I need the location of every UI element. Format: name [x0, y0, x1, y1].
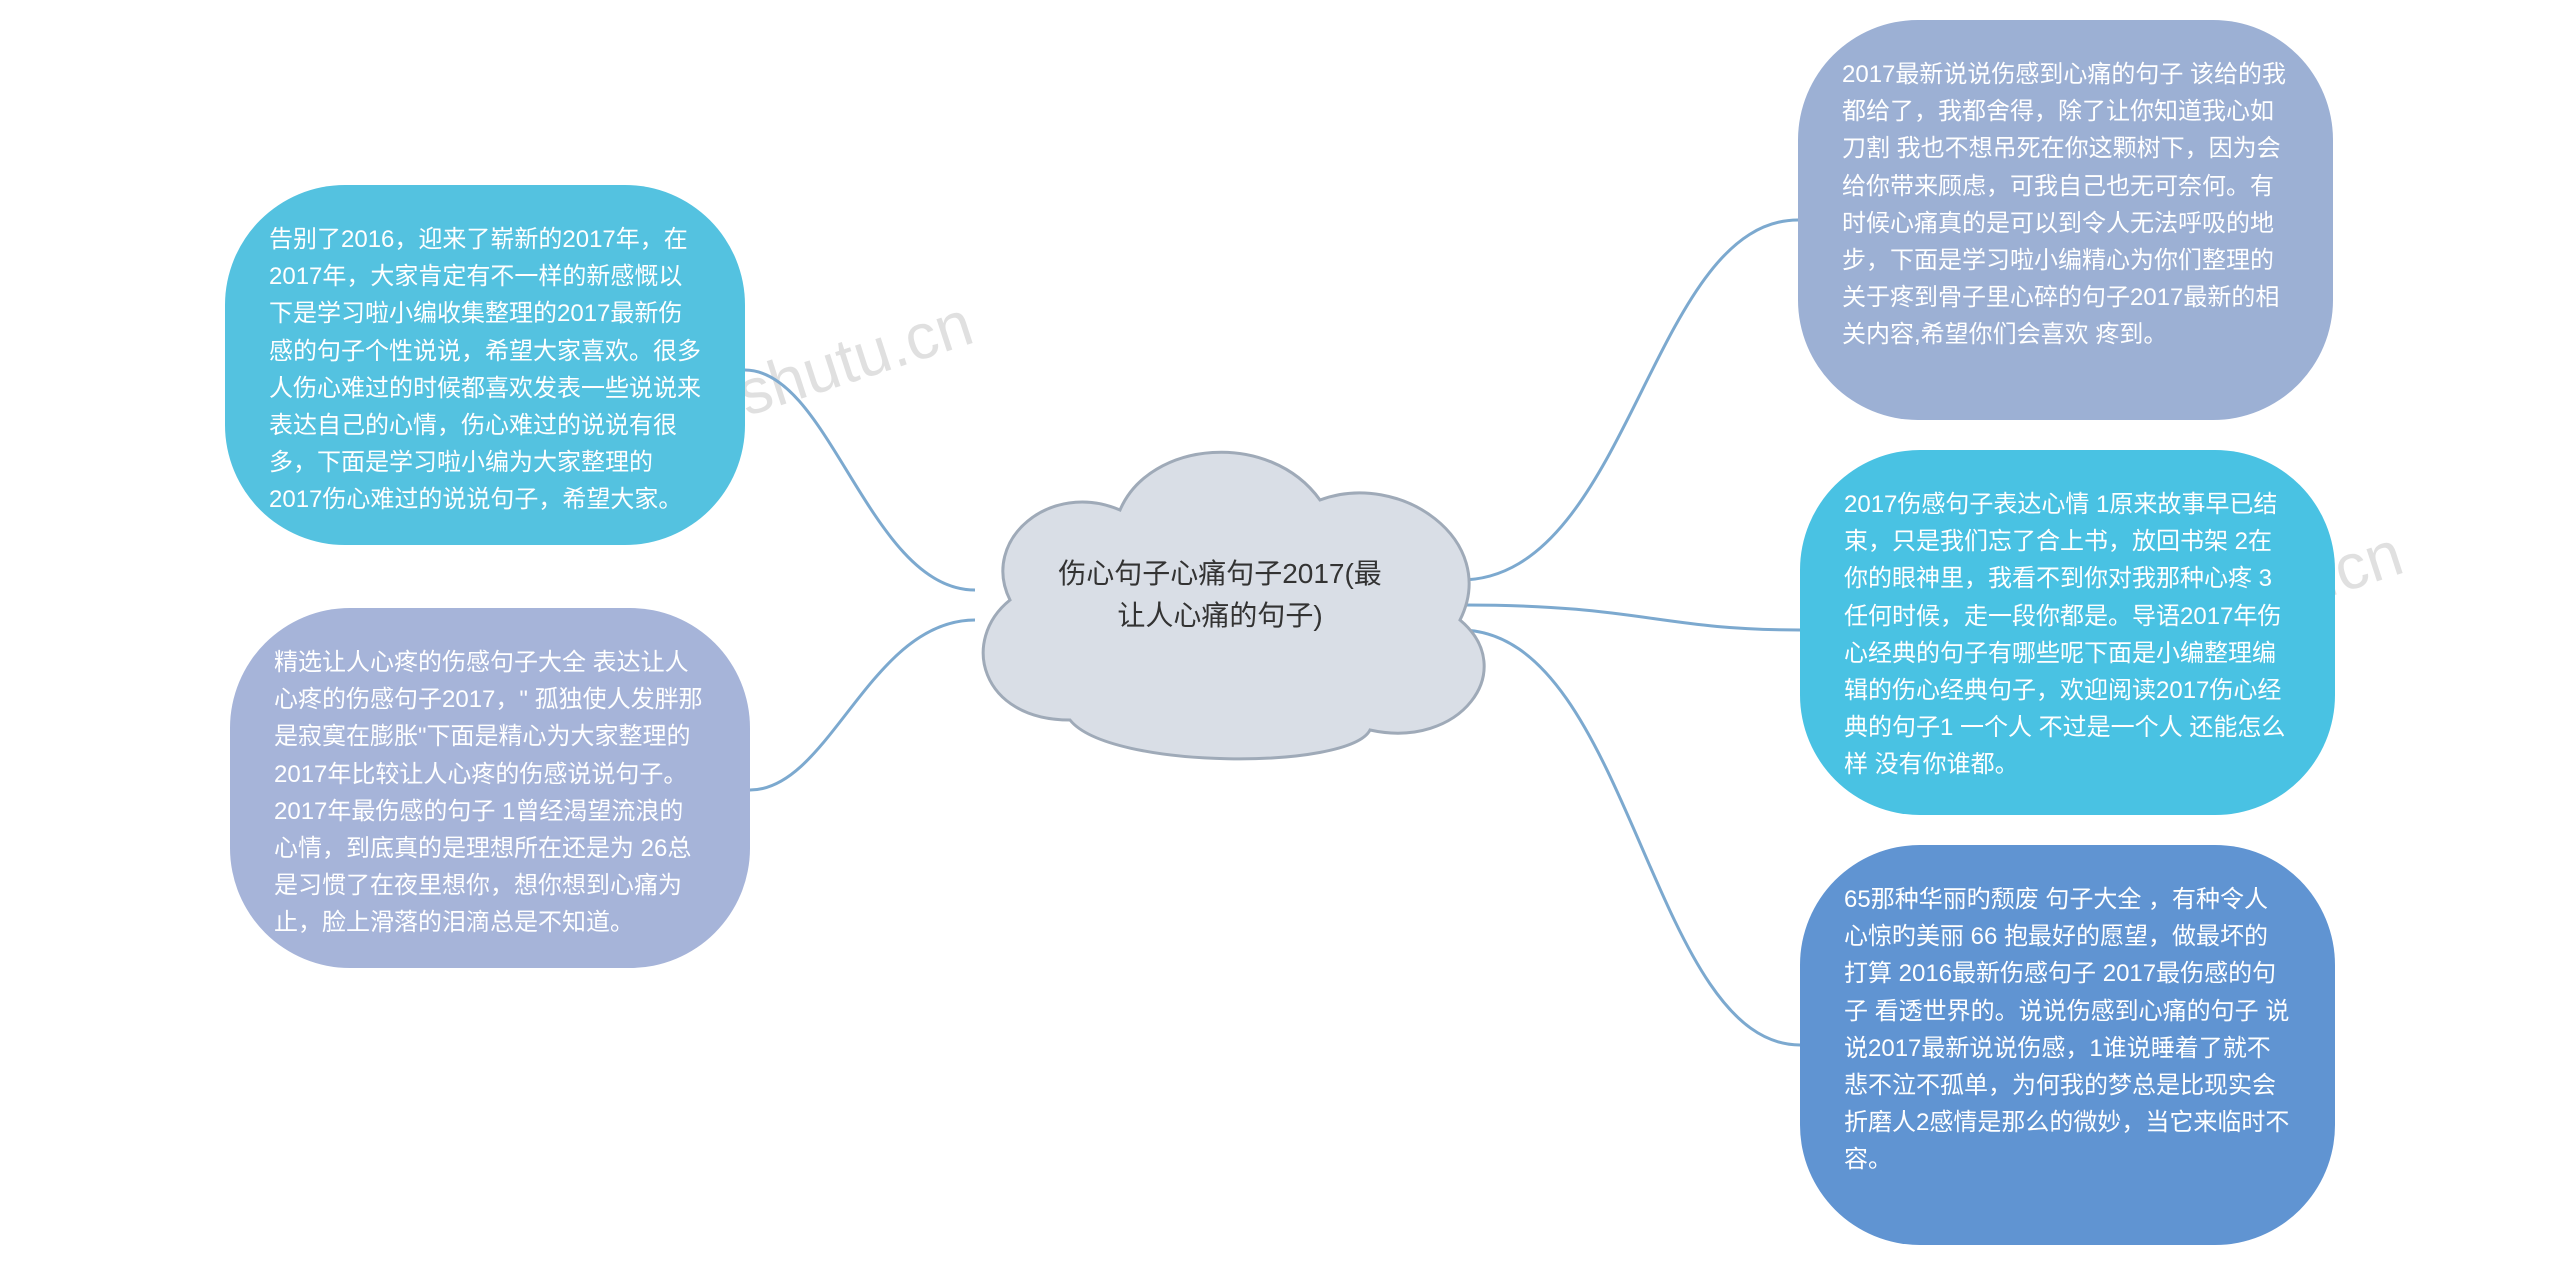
node-right-3-text: 65那种华丽旳颓废 句子大全 ，有种令人心惊旳美丽 66 抱最好的愿望，做最坏的… — [1844, 886, 2289, 1173]
node-left-1-text: 告别了2016，迎来了崭新的2017年，在2017年，大家肯定有不一样的新感慨以… — [269, 226, 701, 513]
node-right-3: 65那种华丽旳颓废 句子大全 ，有种令人心惊旳美丽 66 抱最好的愿望，做最坏的… — [1800, 845, 2335, 1245]
node-left-2-text: 精选让人心疼的伤感句子大全 表达让人心疼的伤感句子2017，" 孤独使人发胖那是… — [274, 649, 703, 936]
node-right-2-text: 2017伤感句子表达心情 1原来故事早已结束，只是我们忘了合上书，放回书架 2在… — [1844, 491, 2285, 778]
center-cloud: 伤心句子心痛句子2017(最让人心痛的句子) — [940, 410, 1500, 790]
node-right-1: 2017最新说说伤感到心痛的句子 该给的我都给了，我都舍得，除了让你知道我心如刀… — [1798, 20, 2333, 420]
node-right-1-text: 2017最新说说伤感到心痛的句子 该给的我都给了，我都舍得，除了让你知道我心如刀… — [1842, 61, 2286, 348]
node-left-1: 告别了2016，迎来了崭新的2017年，在2017年，大家肯定有不一样的新感慨以… — [225, 185, 745, 545]
node-left-2: 精选让人心疼的伤感句子大全 表达让人心疼的伤感句子2017，" 孤独使人发胖那是… — [230, 608, 750, 968]
center-title: 伤心句子心痛句子2017(最让人心痛的句子) — [940, 410, 1500, 790]
node-right-2: 2017伤感句子表达心情 1原来故事早已结束，只是我们忘了合上书，放回书架 2在… — [1800, 450, 2335, 815]
